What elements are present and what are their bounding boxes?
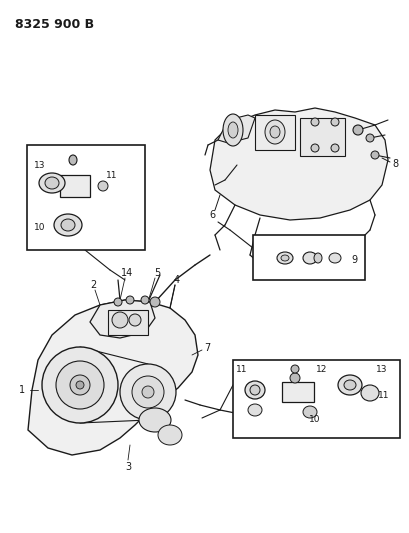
Ellipse shape	[245, 381, 264, 399]
Bar	[232, 360, 399, 438]
Text: 13: 13	[34, 160, 46, 169]
Text: 10: 10	[308, 416, 320, 424]
Text: 11: 11	[378, 391, 389, 400]
Ellipse shape	[70, 375, 90, 395]
Ellipse shape	[365, 134, 373, 142]
Ellipse shape	[360, 385, 378, 401]
Ellipse shape	[280, 255, 288, 261]
Ellipse shape	[222, 114, 243, 146]
Text: 9: 9	[350, 255, 356, 265]
Ellipse shape	[337, 375, 361, 395]
Ellipse shape	[352, 125, 362, 135]
Bar	[281, 382, 313, 402]
Ellipse shape	[302, 406, 316, 418]
Bar	[299, 118, 344, 156]
Text: 14: 14	[121, 268, 133, 278]
Ellipse shape	[141, 296, 148, 304]
Text: 8325 900 B: 8325 900 B	[15, 18, 94, 31]
Ellipse shape	[56, 361, 104, 409]
Text: 6: 6	[209, 210, 215, 220]
Text: 11: 11	[106, 171, 117, 180]
Ellipse shape	[129, 314, 141, 326]
Text: 3: 3	[125, 462, 131, 472]
Bar	[27, 145, 145, 250]
Text: 8: 8	[391, 159, 397, 169]
Text: 10: 10	[34, 223, 46, 232]
Ellipse shape	[42, 347, 118, 423]
Ellipse shape	[132, 376, 164, 408]
Ellipse shape	[120, 364, 175, 420]
Ellipse shape	[139, 408, 171, 432]
Ellipse shape	[142, 386, 154, 398]
Ellipse shape	[98, 181, 108, 191]
Ellipse shape	[227, 122, 237, 138]
Ellipse shape	[290, 365, 298, 373]
Text: 7: 7	[203, 343, 210, 353]
Ellipse shape	[276, 252, 292, 264]
Ellipse shape	[310, 118, 318, 126]
Bar	[60, 175, 90, 197]
Ellipse shape	[157, 425, 182, 445]
Ellipse shape	[310, 144, 318, 152]
Text: 1: 1	[19, 385, 25, 395]
Ellipse shape	[247, 404, 261, 416]
Text: 11: 11	[236, 366, 247, 375]
Ellipse shape	[126, 296, 134, 304]
Ellipse shape	[289, 373, 299, 383]
Text: 12: 12	[315, 366, 327, 375]
Ellipse shape	[264, 120, 284, 144]
Ellipse shape	[69, 155, 77, 165]
Ellipse shape	[313, 253, 321, 263]
Ellipse shape	[39, 173, 65, 193]
Polygon shape	[218, 115, 254, 143]
Ellipse shape	[330, 144, 338, 152]
Bar	[254, 115, 294, 150]
Polygon shape	[90, 300, 155, 338]
Ellipse shape	[343, 380, 355, 390]
Ellipse shape	[330, 118, 338, 126]
Ellipse shape	[54, 214, 82, 236]
Ellipse shape	[114, 298, 122, 306]
Polygon shape	[209, 108, 387, 220]
Ellipse shape	[302, 252, 316, 264]
Text: 2: 2	[90, 280, 96, 290]
Text: 5: 5	[153, 268, 160, 278]
Polygon shape	[28, 300, 198, 455]
Bar	[252, 235, 364, 280]
Ellipse shape	[249, 385, 259, 395]
Ellipse shape	[61, 219, 75, 231]
Ellipse shape	[76, 381, 84, 389]
Ellipse shape	[270, 126, 279, 138]
Ellipse shape	[112, 312, 128, 328]
Ellipse shape	[45, 177, 59, 189]
Ellipse shape	[150, 297, 160, 307]
Bar	[108, 310, 148, 335]
Ellipse shape	[328, 253, 340, 263]
Ellipse shape	[370, 151, 378, 159]
Text: 13: 13	[375, 366, 387, 375]
Text: 4: 4	[173, 275, 180, 285]
